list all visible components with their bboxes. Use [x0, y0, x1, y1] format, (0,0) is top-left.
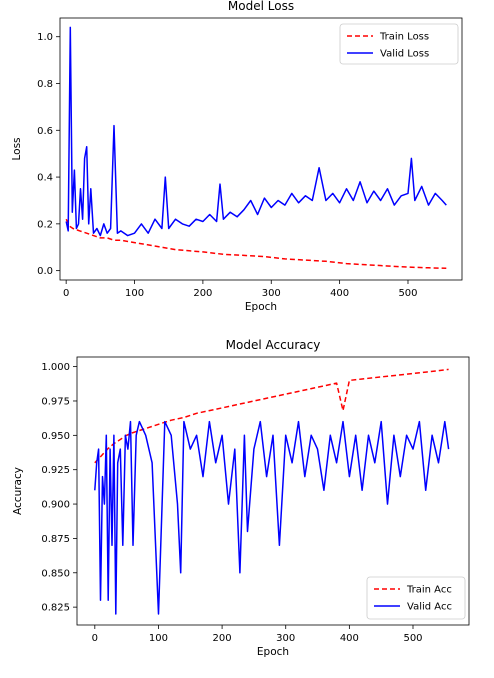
chart1-xtick-label: 400 [340, 633, 359, 644]
chart1-xlabel: Epoch [257, 646, 289, 658]
chart0-legend-label: Train Loss [379, 32, 429, 43]
chart1-series-valid-acc-line [94, 420, 450, 615]
chart1-ytick-label: 0.900 [41, 500, 70, 511]
chart0-series-valid-loss-line [65, 26, 447, 237]
chart1-ylabel: Accuracy [12, 467, 24, 515]
chart0-legend-label: Valid Loss [380, 49, 429, 60]
chart1-title: Model Accuracy [226, 338, 321, 352]
chart0-ytick-label: 0.4 [37, 173, 53, 184]
chart0-series-train-loss-line [65, 218, 447, 270]
chart0-xtick-label: 300 [262, 288, 281, 299]
chart0-xtick-label: 0 [63, 288, 69, 299]
chart1-legend: Train Acc Valid Acc [366, 576, 466, 620]
chart0-legend-box [339, 23, 459, 65]
chart1-ytick-label: 0.975 [41, 396, 70, 407]
chart0-xtick-label: 500 [398, 288, 417, 299]
chart1-axes-frame [76, 356, 470, 626]
chart1-ytick-label: 1.000 [41, 362, 70, 373]
chart1-xtick-label: 500 [403, 633, 422, 644]
chart0-ytick-label: 0.8 [37, 79, 53, 90]
chart0-xtick-label: 400 [330, 288, 349, 299]
chart1-xtick-label: 0 [92, 633, 98, 644]
chart0-xtick-label: 200 [193, 288, 212, 299]
chart1-ytick-label: 0.925 [41, 465, 70, 476]
chart1: Model Accuracy 0 100 200 300 400 500 0.825 0.850… [12, 338, 470, 658]
chart1-legend-box [366, 576, 466, 620]
chart0-ytick-label: 1.0 [37, 32, 53, 43]
chart0-ylabel: Loss [11, 137, 23, 160]
chart1-ytick-label: 0.950 [41, 431, 70, 442]
chart0-ytick-label: 0.6 [37, 126, 53, 137]
chart1-ytick-label: 0.850 [41, 568, 70, 579]
chart0-ytick-label: 0.2 [37, 219, 53, 230]
chart1-xtick-label: 100 [149, 633, 168, 644]
chart1-ytick-label: 0.825 [41, 603, 70, 614]
chart0-ytick-label: 0.0 [37, 266, 53, 277]
chart1-legend-label: Train Acc [406, 585, 452, 596]
chart0-legend: Train Loss Valid Loss [339, 23, 459, 65]
chart1-xtick-label: 200 [213, 633, 232, 644]
chart0-xtick-label: 100 [125, 288, 144, 299]
chart1-ytick-label: 0.875 [41, 534, 70, 545]
chart0-axes-frame [59, 17, 463, 281]
chart1-xtick-label: 300 [276, 633, 295, 644]
chart0: Model Loss 0 100 200 300 400 500 0.0 0.2 0.4 0.6 0.… [11, 0, 463, 313]
chart0-xlabel: Epoch [245, 301, 277, 313]
chart0-title: Model Loss [228, 0, 294, 13]
chart1-legend-label: Valid Acc [407, 602, 452, 613]
